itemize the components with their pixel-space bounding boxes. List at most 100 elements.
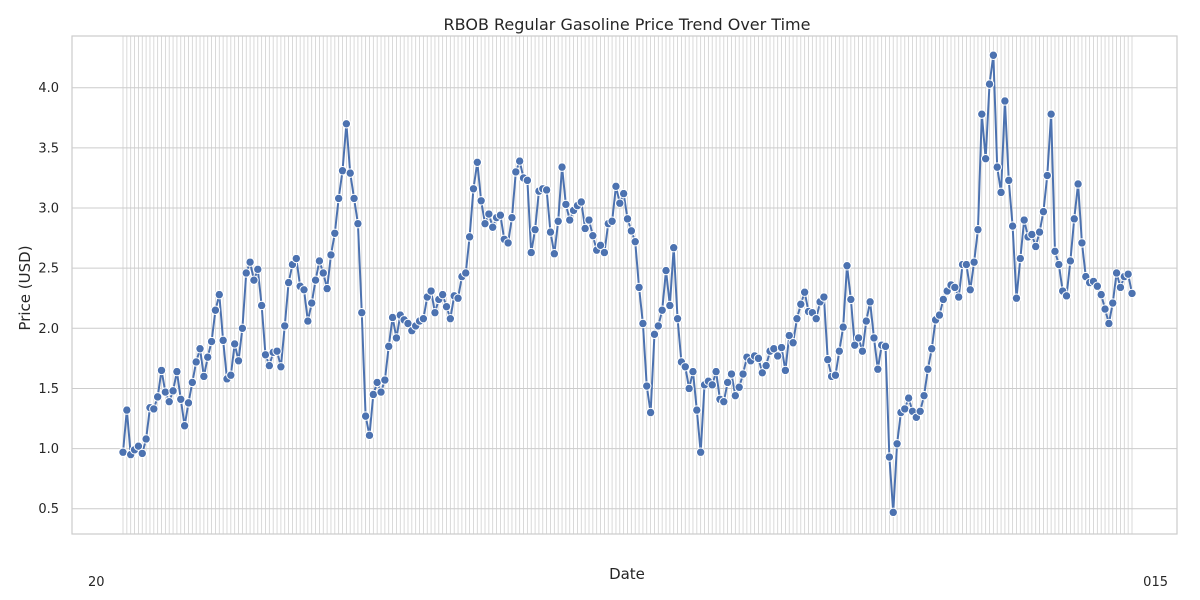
data-point xyxy=(861,316,871,326)
data-point xyxy=(1127,288,1137,299)
data-point xyxy=(264,360,275,371)
data-point xyxy=(310,275,321,285)
data-point xyxy=(857,346,868,356)
data-point xyxy=(203,352,213,362)
data-point xyxy=(580,223,590,234)
data-point xyxy=(565,215,575,225)
data-point xyxy=(245,257,255,267)
data-point xyxy=(711,366,721,377)
data-point xyxy=(187,377,198,388)
data-point xyxy=(453,293,463,303)
data-point xyxy=(514,156,525,166)
data-point xyxy=(796,299,806,309)
data-point xyxy=(233,356,244,366)
y-axis-label: Price (USD) xyxy=(16,245,34,330)
data-point xyxy=(1061,291,1072,301)
data-point xyxy=(183,398,194,408)
data-point xyxy=(280,321,290,331)
data-point xyxy=(218,335,228,346)
data-point xyxy=(1042,170,1052,181)
data-point xyxy=(927,344,937,354)
x-tick-label-start: 20 xyxy=(88,575,105,590)
data-point xyxy=(618,188,629,199)
data-point xyxy=(950,282,960,293)
data-point xyxy=(707,380,717,390)
data-point xyxy=(345,168,355,178)
data-point xyxy=(1077,238,1087,248)
data-point xyxy=(772,351,783,361)
data-point xyxy=(576,197,586,207)
data-point xyxy=(1007,221,1018,231)
data-point xyxy=(838,322,848,332)
data-point xyxy=(226,370,236,380)
data-point xyxy=(561,199,571,210)
y-tick-label: 4.0 xyxy=(38,81,59,96)
data-point xyxy=(484,209,494,219)
data-point xyxy=(303,316,313,326)
data-point xyxy=(969,257,979,267)
data-point xyxy=(1034,227,1045,237)
data-point xyxy=(430,307,440,318)
data-point xyxy=(695,447,706,457)
data-point xyxy=(437,289,448,300)
data-point xyxy=(888,507,898,518)
y-tick-label: 3.0 xyxy=(38,202,59,217)
data-point xyxy=(384,341,394,352)
plot-frame xyxy=(71,35,1178,535)
data-point xyxy=(1015,253,1026,264)
data-point xyxy=(461,268,471,278)
data-point xyxy=(1031,241,1041,252)
data-point xyxy=(557,162,567,172)
data-point xyxy=(337,166,348,176)
data-point xyxy=(1000,96,1010,106)
data-point xyxy=(692,405,702,415)
data-point xyxy=(630,236,640,247)
data-point xyxy=(118,447,128,457)
data-point xyxy=(722,377,733,388)
data-point xyxy=(665,300,675,311)
data-point xyxy=(684,383,694,394)
data-point xyxy=(488,222,498,232)
data-point xyxy=(738,369,748,379)
data-point xyxy=(468,184,479,194)
data-point xyxy=(892,439,902,449)
data-point xyxy=(615,198,625,208)
data-point xyxy=(360,411,371,421)
data-point xyxy=(884,452,895,462)
data-point xyxy=(152,392,163,402)
data-point xyxy=(672,313,683,324)
data-point xyxy=(1073,179,1083,189)
data-point xyxy=(638,318,648,329)
data-point xyxy=(214,289,224,300)
data-point xyxy=(353,218,363,229)
data-point xyxy=(495,210,506,220)
data-point xyxy=(784,330,794,341)
data-point xyxy=(237,323,248,334)
data-point xyxy=(503,238,513,248)
data-point xyxy=(669,243,679,253)
data-point xyxy=(953,292,964,302)
data-point xyxy=(611,181,621,192)
data-point xyxy=(472,157,483,168)
data-point xyxy=(522,175,533,186)
data-point xyxy=(553,216,563,226)
data-point xyxy=(973,224,983,235)
data-point xyxy=(622,214,633,224)
data-point xyxy=(588,230,598,241)
data-point xyxy=(649,329,660,340)
data-point xyxy=(1096,289,1106,300)
data-point xyxy=(1104,318,1114,329)
x-axis-label: Date xyxy=(609,565,645,583)
data-point xyxy=(179,421,190,431)
data-point xyxy=(757,368,767,378)
data-point xyxy=(1069,214,1079,224)
data-point xyxy=(526,247,536,258)
data-point xyxy=(160,387,171,397)
data-point xyxy=(511,167,521,177)
data-point xyxy=(164,396,174,407)
data-point xyxy=(1046,109,1056,119)
data-point xyxy=(341,119,352,129)
data-point xyxy=(988,50,999,60)
